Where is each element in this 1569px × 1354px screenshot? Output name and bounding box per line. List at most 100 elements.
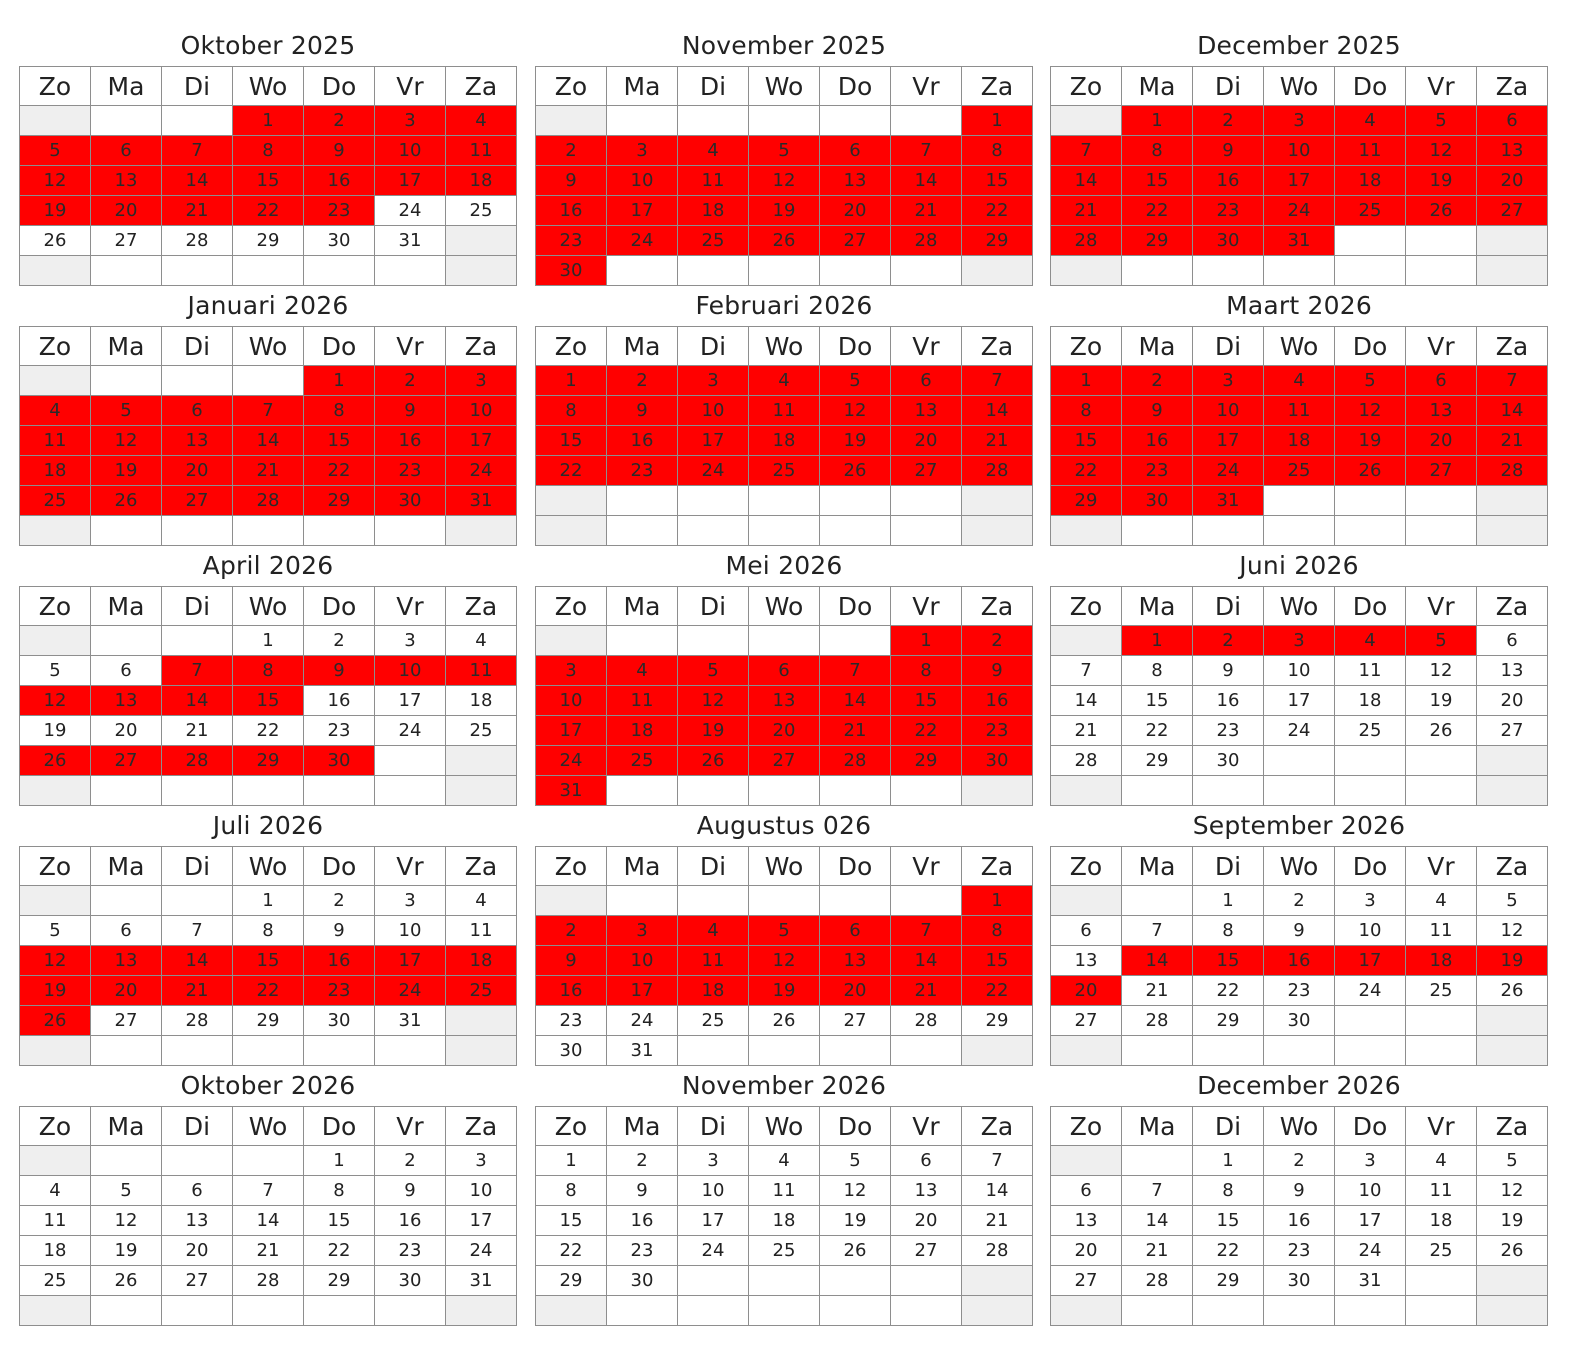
day-cell-booked[interactable]: 27 — [1476, 195, 1548, 226]
day-cell-booked[interactable]: 20 — [890, 425, 962, 456]
day-cell-available[interactable]: 29 — [1192, 1005, 1264, 1036]
day-cell-booked[interactable]: 15 — [232, 165, 304, 196]
day-cell-available[interactable]: 26 — [90, 1265, 162, 1296]
day-cell-booked[interactable]: 20 — [819, 975, 891, 1006]
day-cell-booked[interactable]: 4 — [606, 655, 678, 686]
day-cell-available[interactable]: 2 — [606, 1145, 678, 1176]
day-cell-available[interactable]: 2 — [303, 885, 375, 916]
day-cell-booked[interactable]: 1 — [1121, 105, 1193, 136]
day-cell-booked[interactable]: 19 — [19, 195, 91, 226]
day-cell-booked[interactable]: 22 — [232, 975, 304, 1006]
day-cell-booked[interactable]: 11 — [748, 395, 820, 426]
day-cell-booked[interactable]: 7 — [890, 915, 962, 946]
day-cell-booked[interactable]: 27 — [90, 745, 162, 776]
day-cell-available[interactable]: 30 — [1263, 1265, 1335, 1296]
day-cell-available[interactable]: 13 — [1476, 655, 1548, 686]
day-cell-available[interactable]: 8 — [1192, 915, 1264, 946]
day-cell-booked[interactable]: 30 — [961, 745, 1033, 776]
day-cell-booked[interactable]: 17 — [1263, 165, 1335, 196]
day-cell-booked[interactable]: 19 — [819, 425, 891, 456]
day-cell-booked[interactable]: 20 — [1405, 425, 1477, 456]
day-cell-available[interactable]: 25 — [748, 1235, 820, 1266]
day-cell-available[interactable]: 1 — [535, 1145, 607, 1176]
day-cell-booked[interactable]: 28 — [1050, 225, 1122, 256]
day-cell-booked[interactable]: 8 — [1050, 395, 1122, 426]
day-cell-available[interactable]: 4 — [1405, 1145, 1477, 1176]
day-cell-booked[interactable]: 18 — [748, 425, 820, 456]
day-cell-available[interactable]: 28 — [232, 1265, 304, 1296]
day-cell-booked[interactable]: 11 — [1263, 395, 1335, 426]
day-cell-booked[interactable]: 27 — [890, 455, 962, 486]
day-cell-available[interactable]: 8 — [1192, 1175, 1264, 1206]
day-cell-available[interactable]: 29 — [1121, 745, 1193, 776]
day-cell-available[interactable]: 25 — [1334, 715, 1406, 746]
day-cell-booked[interactable]: 11 — [1334, 135, 1406, 166]
day-cell-available[interactable]: 11 — [1405, 1175, 1477, 1206]
day-cell-available[interactable]: 2 — [374, 1145, 446, 1176]
day-cell-available[interactable]: 24 — [677, 1235, 749, 1266]
day-cell-booked[interactable]: 19 — [1476, 945, 1548, 976]
day-cell-booked[interactable]: 27 — [1405, 455, 1477, 486]
day-cell-booked[interactable]: 25 — [677, 225, 749, 256]
day-cell-available[interactable]: 4 — [445, 625, 517, 656]
day-cell-booked[interactable]: 3 — [374, 105, 446, 136]
day-cell-available[interactable]: 28 — [1121, 1005, 1193, 1036]
day-cell-booked[interactable]: 1 — [232, 105, 304, 136]
day-cell-booked[interactable]: 7 — [232, 395, 304, 426]
day-cell-available[interactable]: 11 — [748, 1175, 820, 1206]
day-cell-available[interactable]: 1 — [303, 1145, 375, 1176]
day-cell-booked[interactable]: 12 — [819, 395, 891, 426]
day-cell-available[interactable]: 27 — [90, 225, 162, 256]
day-cell-available[interactable]: 9 — [374, 1175, 446, 1206]
day-cell-booked[interactable]: 21 — [1050, 195, 1122, 226]
day-cell-booked[interactable]: 11 — [677, 165, 749, 196]
day-cell-booked[interactable]: 1 — [890, 625, 962, 656]
day-cell-booked[interactable]: 25 — [445, 975, 517, 1006]
day-cell-available[interactable]: 22 — [303, 1235, 375, 1266]
day-cell-booked[interactable]: 26 — [748, 225, 820, 256]
day-cell-available[interactable]: 6 — [161, 1175, 233, 1206]
day-cell-available[interactable]: 22 — [1192, 1235, 1264, 1266]
day-cell-booked[interactable]: 9 — [303, 655, 375, 686]
day-cell-available[interactable]: 24 — [1334, 1235, 1406, 1266]
day-cell-booked[interactable]: 9 — [1121, 395, 1193, 426]
day-cell-available[interactable]: 12 — [1405, 655, 1477, 686]
day-cell-available[interactable]: 26 — [1476, 975, 1548, 1006]
day-cell-booked[interactable]: 5 — [19, 135, 91, 166]
day-cell-booked[interactable]: 18 — [445, 945, 517, 976]
day-cell-available[interactable]: 19 — [90, 1235, 162, 1266]
day-cell-available[interactable]: 26 — [19, 225, 91, 256]
day-cell-available[interactable]: 10 — [1334, 915, 1406, 946]
day-cell-available[interactable]: 22 — [232, 715, 304, 746]
day-cell-available[interactable]: 16 — [1192, 685, 1264, 716]
day-cell-available[interactable]: 3 — [374, 625, 446, 656]
day-cell-booked[interactable]: 20 — [748, 715, 820, 746]
day-cell-booked[interactable]: 22 — [1050, 455, 1122, 486]
day-cell-available[interactable]: 7 — [1050, 655, 1122, 686]
day-cell-booked[interactable]: 20 — [90, 975, 162, 1006]
day-cell-available[interactable]: 19 — [19, 715, 91, 746]
day-cell-booked[interactable]: 30 — [374, 485, 446, 516]
day-cell-booked[interactable]: 10 — [374, 135, 446, 166]
day-cell-booked[interactable]: 16 — [606, 425, 678, 456]
day-cell-booked[interactable]: 8 — [303, 395, 375, 426]
day-cell-booked[interactable]: 30 — [1192, 225, 1264, 256]
day-cell-available[interactable]: 26 — [819, 1235, 891, 1266]
day-cell-booked[interactable]: 19 — [748, 195, 820, 226]
day-cell-available[interactable]: 4 — [1405, 885, 1477, 916]
day-cell-booked[interactable]: 10 — [374, 655, 446, 686]
day-cell-booked[interactable]: 31 — [535, 775, 607, 806]
day-cell-booked[interactable]: 2 — [374, 365, 446, 396]
day-cell-available[interactable]: 21 — [1121, 1235, 1193, 1266]
day-cell-available[interactable]: 14 — [232, 1205, 304, 1236]
day-cell-available[interactable]: 31 — [374, 1005, 446, 1036]
day-cell-booked[interactable]: 14 — [232, 425, 304, 456]
day-cell-available[interactable]: 1 — [232, 625, 304, 656]
day-cell-booked[interactable]: 1 — [303, 365, 375, 396]
day-cell-available[interactable]: 12 — [1476, 915, 1548, 946]
day-cell-booked[interactable]: 21 — [232, 455, 304, 486]
day-cell-booked[interactable]: 12 — [19, 685, 91, 716]
day-cell-booked[interactable]: 1 — [961, 105, 1033, 136]
day-cell-booked[interactable]: 21 — [161, 195, 233, 226]
day-cell-booked[interactable]: 9 — [374, 395, 446, 426]
